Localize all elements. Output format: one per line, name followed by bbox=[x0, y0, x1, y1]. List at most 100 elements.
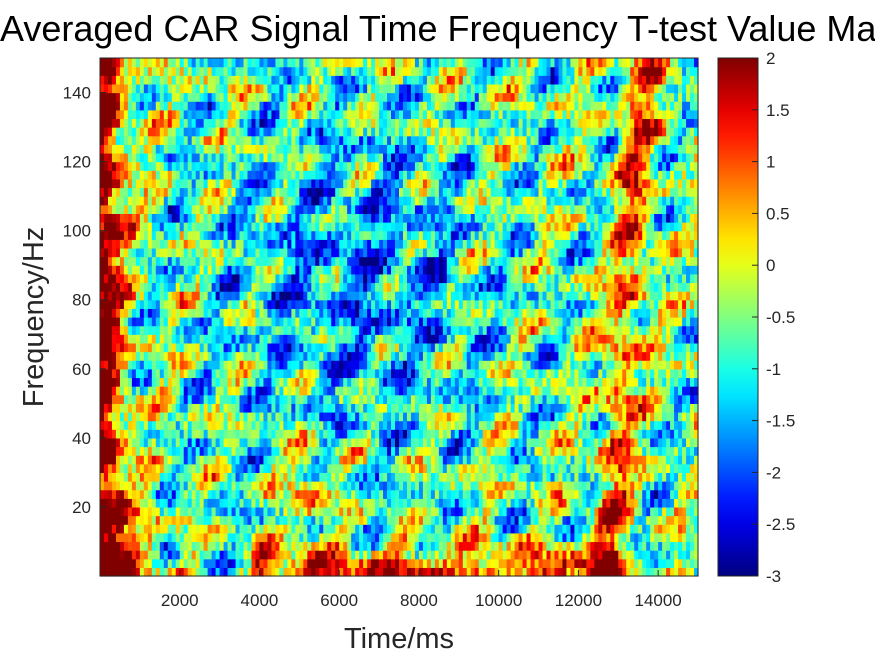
heatmap-cell bbox=[263, 342, 269, 353]
heatmap-cell bbox=[450, 291, 456, 301]
heatmap-cell bbox=[115, 481, 121, 491]
heatmap-cell bbox=[682, 325, 687, 335]
heatmap-cell bbox=[295, 506, 300, 517]
heatmap-cell bbox=[223, 455, 229, 465]
heatmap-cell bbox=[247, 325, 253, 335]
heatmap-cell bbox=[594, 351, 599, 361]
heatmap-cell bbox=[299, 325, 304, 335]
heatmap-cell bbox=[430, 308, 436, 318]
heatmap-cell bbox=[211, 498, 217, 508]
heatmap-cell bbox=[682, 446, 687, 456]
heatmap-cell bbox=[694, 299, 699, 309]
heatmap-cell bbox=[550, 342, 556, 353]
heatmap-cell bbox=[422, 463, 428, 473]
heatmap-cell bbox=[482, 386, 488, 396]
heatmap-cell bbox=[363, 317, 368, 327]
heatmap-cell bbox=[490, 541, 496, 551]
heatmap-cell bbox=[566, 411, 572, 422]
heatmap-cell bbox=[462, 368, 468, 379]
heatmap-cell bbox=[422, 368, 428, 379]
heatmap-cell bbox=[590, 429, 595, 439]
heatmap-cell bbox=[582, 411, 587, 422]
heatmap-cell bbox=[219, 498, 225, 508]
heatmap-cell bbox=[570, 351, 576, 361]
heatmap-cell bbox=[418, 446, 424, 456]
heatmap-cell bbox=[127, 446, 133, 456]
heatmap-cell bbox=[426, 524, 432, 534]
heatmap-cell bbox=[311, 351, 316, 361]
heatmap-cell bbox=[283, 498, 288, 508]
heatmap-cell bbox=[678, 360, 683, 370]
heatmap-cell bbox=[622, 524, 627, 534]
heatmap-cell bbox=[566, 481, 572, 491]
heatmap-cell bbox=[570, 498, 576, 508]
heatmap-cell bbox=[147, 299, 153, 309]
heatmap-cell bbox=[339, 472, 344, 482]
heatmap-cell bbox=[343, 325, 348, 335]
heatmap-cell bbox=[259, 360, 265, 370]
heatmap-cell bbox=[658, 334, 663, 344]
heatmap-cell bbox=[295, 532, 300, 543]
heatmap-cell bbox=[682, 567, 687, 577]
heatmap-cell bbox=[387, 532, 392, 543]
heatmap-cell bbox=[506, 532, 512, 543]
heatmap-cell bbox=[139, 308, 145, 318]
heatmap-cell bbox=[650, 351, 655, 361]
heatmap-cell bbox=[327, 541, 332, 551]
heatmap-cell bbox=[371, 463, 376, 473]
heatmap-cell bbox=[594, 403, 599, 413]
heatmap-cell bbox=[235, 420, 241, 430]
heatmap-cell bbox=[646, 420, 651, 430]
heatmap-cell bbox=[590, 334, 595, 344]
heatmap-cell bbox=[247, 411, 253, 422]
heatmap-cell bbox=[167, 455, 173, 465]
heatmap-cell bbox=[442, 481, 448, 491]
heatmap-cell bbox=[486, 524, 492, 534]
heatmap-cell bbox=[271, 317, 277, 327]
heatmap-cell bbox=[418, 386, 424, 396]
heatmap-cell bbox=[686, 317, 691, 327]
heatmap-cell bbox=[267, 532, 273, 543]
heatmap-cell bbox=[191, 299, 197, 309]
heatmap-cell bbox=[371, 550, 376, 560]
heatmap-cell bbox=[510, 489, 516, 499]
heatmap-cell bbox=[502, 308, 508, 318]
heatmap-cell bbox=[115, 532, 121, 543]
heatmap-cell bbox=[550, 386, 556, 396]
heatmap-cell bbox=[554, 558, 560, 568]
heatmap-cell bbox=[618, 377, 623, 387]
heatmap-cell bbox=[502, 463, 508, 473]
heatmap-cell bbox=[347, 342, 352, 353]
heatmap-cell bbox=[542, 429, 548, 439]
heatmap-cell bbox=[119, 481, 125, 491]
heatmap-cell bbox=[610, 411, 615, 422]
heatmap-cell bbox=[127, 317, 133, 327]
heatmap-cell bbox=[247, 498, 253, 508]
heatmap-cell bbox=[395, 429, 400, 439]
heatmap-cell bbox=[582, 299, 587, 309]
heatmap-cell bbox=[355, 541, 360, 551]
heatmap-cell bbox=[618, 308, 623, 318]
heatmap-cell bbox=[139, 498, 145, 508]
heatmap-cell bbox=[666, 489, 671, 499]
heatmap-cell bbox=[594, 377, 599, 387]
heatmap-cell bbox=[538, 360, 544, 370]
heatmap-cell bbox=[622, 506, 627, 517]
heatmap-cell bbox=[454, 317, 460, 327]
heatmap-cell bbox=[247, 308, 253, 318]
heatmap-cell bbox=[283, 299, 288, 309]
heatmap-cell bbox=[606, 420, 611, 430]
heatmap-cell bbox=[442, 489, 448, 499]
heatmap-cell bbox=[598, 498, 603, 508]
heatmap-cell bbox=[371, 308, 376, 318]
heatmap-cell bbox=[670, 550, 675, 560]
heatmap-cell bbox=[414, 515, 420, 525]
heatmap-cell bbox=[131, 463, 137, 473]
heatmap-cell bbox=[235, 368, 241, 379]
heatmap-cell bbox=[111, 351, 117, 361]
heatmap-cell bbox=[275, 291, 280, 301]
heatmap-cell bbox=[247, 377, 253, 387]
heatmap-cell bbox=[434, 541, 440, 551]
heatmap-cell bbox=[526, 325, 532, 335]
heatmap-cell bbox=[606, 567, 611, 577]
